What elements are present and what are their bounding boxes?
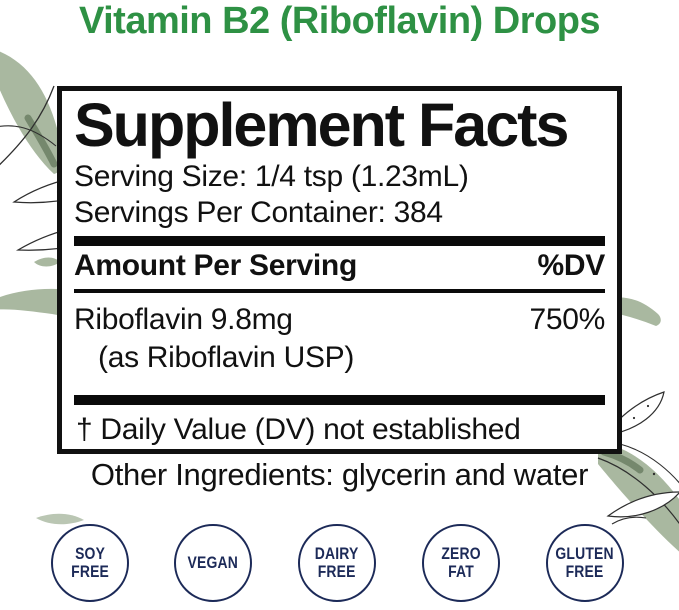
column-header-amount: Amount Per Serving — [74, 249, 357, 283]
daily-value-footnote: † Daily Value (DV) not established — [76, 413, 521, 447]
badge-row: SOY FREE VEGAN DAIRY FREE ZERO FAT GLUTE… — [0, 524, 679, 604]
badge-gluten-free-label: GLUTEN FREE — [555, 544, 615, 581]
servings-per-container: Servings Per Container: 384 — [74, 196, 443, 230]
badge-soy-free: SOY FREE — [51, 524, 129, 602]
badge-zero-fat-label: ZERO FAT — [441, 544, 481, 581]
divider-thick-top — [74, 236, 605, 247]
spacer — [74, 375, 605, 390]
badge-gluten-free: GLUTEN FREE — [546, 524, 624, 602]
nutrient-row-riboflavin: Riboflavin 9.8mg 750% — [74, 303, 605, 337]
badge-dairy-free-label: DAIRY FREE — [315, 544, 359, 581]
divider-thick-bottom — [74, 395, 605, 406]
badge-vegan: VEGAN — [174, 524, 252, 602]
column-header-row: Amount Per Serving %DV — [74, 246, 605, 289]
other-ingredients: Other Ingredients: glycerin and water — [90, 457, 589, 492]
nutrient-dv-value: 750% — [529, 303, 605, 337]
badge-soy-free-label: SOY FREE — [71, 544, 109, 581]
divider-medium — [74, 289, 605, 294]
supplement-facts-panel: Supplement Facts Serving Size: 1/4 tsp (… — [57, 86, 622, 454]
nutrient-name: Riboflavin 9.8mg — [74, 303, 293, 337]
badge-vegan-label: VEGAN — [187, 553, 239, 573]
column-header-dv: %DV — [537, 249, 606, 283]
badge-dairy-free: DAIRY FREE — [298, 524, 376, 602]
leaf-left-bottom-icon — [36, 513, 84, 525]
supplement-facts-heading: Supplement Facts — [74, 91, 569, 159]
nutrient-subname: (as Riboflavin USP) — [98, 341, 355, 375]
serving-size: Serving Size: 1/4 tsp (1.23mL) — [74, 160, 469, 194]
badge-zero-fat: ZERO FAT — [422, 524, 500, 602]
page-title: Vitamin B2 (Riboflavin) Drops — [78, 0, 601, 42]
leaf-left-top-icon — [0, 51, 64, 174]
